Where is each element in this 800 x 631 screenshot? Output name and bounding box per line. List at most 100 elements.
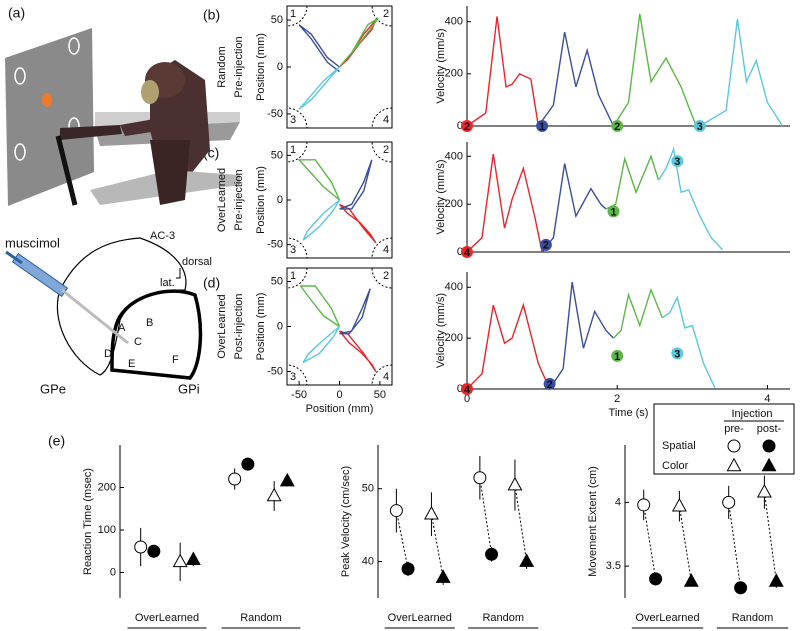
row-title: OverLearned <box>216 294 228 358</box>
y-tick-label: 0 <box>110 566 116 578</box>
sequence-marker <box>536 120 549 132</box>
marker <box>671 497 687 512</box>
series-line <box>298 24 340 73</box>
target-label: 4 <box>383 114 389 126</box>
marker <box>519 553 535 567</box>
site-label: F <box>172 354 179 366</box>
sequence-marker <box>611 120 624 132</box>
x-tick-label: 0 <box>464 393 470 405</box>
target-label: 3 <box>290 371 296 383</box>
marker <box>228 472 242 486</box>
y-axis-label: Position (mm) <box>255 293 267 361</box>
pre-post-connector <box>678 506 692 582</box>
marker <box>761 457 777 472</box>
target-zone <box>371 107 392 128</box>
sequence-label: 2 <box>547 379 553 391</box>
series-line <box>339 159 373 210</box>
y-axis-label: Position (mm) <box>255 166 267 234</box>
x-tick-label: 0 <box>336 389 342 401</box>
marker <box>147 544 161 558</box>
y-tick-label: -50 <box>267 108 283 120</box>
y-axis-label: Velocity (mm/s) <box>435 159 447 234</box>
series-line <box>302 199 341 241</box>
sequence-label: 1 <box>610 206 616 218</box>
row-title: Pre-injection <box>233 36 245 97</box>
marker <box>756 483 772 498</box>
y-axis-label: Velocity (mm/s) <box>435 28 447 103</box>
y-tick-label: 0 <box>457 246 463 258</box>
panel-label: (b) <box>203 7 220 23</box>
series-line <box>612 13 697 127</box>
sequence-marker <box>671 347 684 360</box>
panel-label: (e) <box>48 433 65 449</box>
monkey-setup <box>5 28 240 206</box>
x-group-label: Random <box>732 612 774 624</box>
series-line <box>699 18 784 127</box>
target-label: 2 <box>383 8 389 20</box>
target-label: 4 <box>383 244 389 256</box>
row-title: OverLearned <box>216 168 228 232</box>
panel-label: (d) <box>203 275 220 291</box>
series-line <box>466 302 551 390</box>
y-tick-label: 50 <box>271 149 283 161</box>
marker <box>683 573 699 587</box>
x-tick-label: 2 <box>614 393 620 405</box>
y-axis-label: Position (mm) <box>255 33 267 101</box>
legend-column: post- <box>757 423 782 435</box>
x-tick-label: 4 <box>764 393 770 405</box>
x-axis-label: Position (mm) <box>306 403 374 415</box>
row-title: Pre-injection <box>233 169 245 230</box>
y-tick-label: 40 <box>362 555 374 567</box>
y-tick-label: 4 <box>615 496 621 508</box>
series-line <box>339 288 371 335</box>
y-tick-label: -50 <box>267 239 283 251</box>
sequence-marker <box>671 155 684 168</box>
sequence-label: 2 <box>614 121 620 133</box>
target-label: 3 <box>290 114 296 126</box>
marker <box>435 569 451 583</box>
pre-post-connector <box>763 492 777 582</box>
x-group-label: OverLearned <box>388 612 452 624</box>
y-tick-label: 0 <box>277 320 283 332</box>
x-group-label: OverLearned <box>635 612 699 624</box>
series-line <box>297 159 341 201</box>
series-line <box>549 282 614 390</box>
series-line <box>605 154 660 210</box>
pre-post-connector <box>479 477 493 555</box>
x-tick-label: -50 <box>291 389 307 401</box>
y-axis-label: Peak Velocity (cm/sec) <box>340 466 352 577</box>
site-label: D <box>104 348 112 360</box>
sequence-label: 2 <box>464 121 470 133</box>
y-tick-label: 100 <box>98 524 116 536</box>
pre-post-connector <box>514 484 528 562</box>
legend-row: Color <box>662 460 689 472</box>
nucleus-label: GPi <box>178 381 200 396</box>
marker <box>507 476 523 491</box>
y-axis-label: Movement Extent (cm) <box>587 466 599 577</box>
y-tick-label: 0 <box>277 61 283 73</box>
sequence-marker <box>607 205 620 218</box>
target-zone <box>287 268 308 289</box>
site-label: C <box>134 336 142 348</box>
y-tick-label: 50 <box>362 483 374 495</box>
marker <box>727 439 741 453</box>
y-tick-label: 200 <box>98 481 116 493</box>
series-line <box>298 66 341 110</box>
sequence-label: 4 <box>464 384 471 396</box>
sequence-marker <box>461 246 473 258</box>
marker <box>649 572 663 586</box>
target-label: 1 <box>290 144 296 156</box>
series-line <box>302 325 341 364</box>
marker <box>266 487 282 502</box>
target-zone <box>287 364 308 385</box>
target-label: 3 <box>290 244 296 256</box>
target-zone <box>371 237 392 258</box>
marker <box>423 505 439 520</box>
x-group-label: Random <box>240 612 282 624</box>
y-tick-label: 0 <box>457 383 463 395</box>
sequence-marker <box>611 349 624 362</box>
series-line <box>338 203 377 244</box>
pre-post-connector <box>728 502 742 588</box>
series-line <box>338 330 377 372</box>
